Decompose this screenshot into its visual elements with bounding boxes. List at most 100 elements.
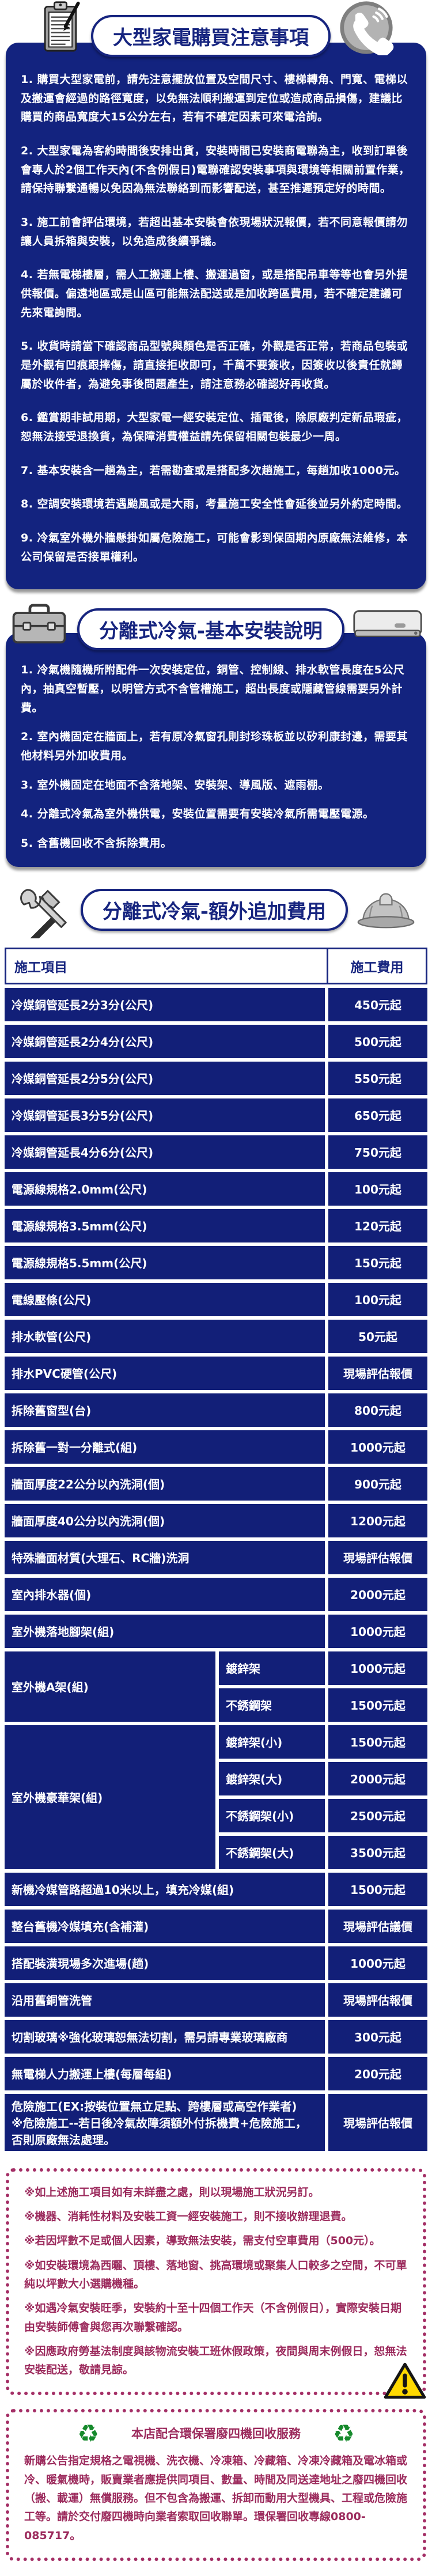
fee-item-cell: 鍍鋅架(小) <box>219 1725 325 1759</box>
extra-fees-title-pill: 分離式冷氣-額外追加費用 <box>80 889 348 931</box>
fee-item-cell: 牆面厚度22公分以內洗洞(個) <box>5 1467 325 1501</box>
fee-table-subrow: 鍍鋅架 1000元起 <box>219 1651 427 1685</box>
recycle-title: 本店配合環保署廢四機回收服務 <box>131 2426 301 2441</box>
recycle-title-row: ♻ 本店配合環保署廢四機回收服務 ♻ <box>24 2422 408 2446</box>
fee-price-cell: 100元起 <box>328 1172 427 1206</box>
fee-price-cell: 50元起 <box>328 1319 427 1353</box>
fee-group-label: 室外機豪華架(組) <box>5 1725 215 1869</box>
fees-table: 施工項目 施工費用 冷媒銅管延長2分3分(公尺) 450元起 冷媒銅管延長2分4分(… <box>5 947 427 2151</box>
basic-install-box: 1. 冷氣機隨機所附配件一次安裝定位，銅管、控制線、排水軟管長度在5公尺內，抽真… <box>6 633 426 867</box>
fee-price-cell: 550元起 <box>328 1061 427 1095</box>
phone-icon <box>339 0 394 56</box>
basic-install-title-pill: 分離式冷氣-基本安裝說明 <box>77 608 345 650</box>
fee-price-cell: 1000元起 <box>328 1614 427 1648</box>
installation-note: ※若因坪數不足或個人因素，導致無法安裝，需支付空車費用（500元）。 <box>24 2234 381 2248</box>
fee-price-cell: 300元起 <box>328 2020 427 2054</box>
fee-item-cell: 電源線規格2.0mm(公尺) <box>5 1172 325 1206</box>
purchase-notice-item: 3. 施工前會評估環境，若超出基本安裝會依現場狀況報價，若不同意報價請勿讓人員拆… <box>21 216 408 248</box>
fee-price-cell: 120元起 <box>328 1209 427 1242</box>
fee-item-cell: 不銹鋼架(小) <box>219 1798 325 1832</box>
fee-item-cell: 排水軟管(公尺) <box>5 1319 325 1353</box>
fee-price-cell: 900元起 <box>328 1467 427 1501</box>
fees-table-header-fee: 施工費用 <box>327 949 426 983</box>
extra-fees-section: 分離式冷氣-額外追加費用 施工項目 施工費用 冷媒銅管延長2分3分(公尺) 450… <box>0 882 432 2151</box>
installation-notes-box: ※如上述施工項目如有未詳盡之處，則以現場施工狀況另訂。 ※機器、消耗性材料及安裝工… <box>6 2168 426 2399</box>
fee-table-row: 冷媒銅管延長2分4分(公尺) 500元起 <box>5 1024 427 1058</box>
fee-table-row: 冷媒銅管延長2分5分(公尺) 550元起 <box>5 1061 427 1095</box>
fee-item-cell: 搭配裝潢現場多次進場(趟) <box>5 1946 325 1980</box>
fee-table-row: 牆面厚度22公分以內洗洞(個) 900元起 <box>5 1467 427 1501</box>
fee-table-row: 室內排水器(個) 2000元起 <box>5 1577 427 1611</box>
fee-table-row: 特殊牆面材質(大理石、RC牆)洗洞 現場評估報價 <box>5 1540 427 1574</box>
installation-note: ※如遇冷氣安裝旺季，安裝約十至十四個工作天（不含例假日），實際安裝日期由安裝師傅… <box>24 2302 401 2333</box>
purchase-notice-item: 9. 冷氣室外機外牆懸掛如屬危險施工，可能會影到保固期內原廠無法維修，本公司保留… <box>21 532 408 563</box>
fee-item-cell: 無電梯人力搬運上樓(每層每組) <box>5 2056 325 2090</box>
fee-price-cell: 現場評估議價 <box>328 1909 427 1943</box>
recycle-icon: ♻ <box>333 2419 355 2448</box>
fee-item-cell: 鍍鋅架 <box>219 1651 325 1685</box>
fee-price-cell: 2500元起 <box>328 1798 427 1832</box>
fee-table-row: 整台舊機冷媒填充(含補灌) 現場評估議價 <box>5 1909 427 1943</box>
fee-item-cell: 冷媒銅管延長2分5分(公尺) <box>5 1061 325 1095</box>
fee-price-cell: 1500元起 <box>328 1725 427 1759</box>
purchase-notice-section: 大型家電購買注意事項 1. 購買大型家電前，請先注意擺放位置及空間尺寸、樓梯轉角… <box>0 1 432 590</box>
fee-table-row: 新機冷媒管路超過10米以上，填充冷媒(組) 1500元起 <box>5 1872 427 1906</box>
fee-price-cell: 200元起 <box>328 2056 427 2090</box>
fee-item-cell: 不銹鋼架(大) <box>219 1835 325 1869</box>
fee-item-cell: 牆面厚度40公分以內洗洞(個) <box>5 1503 325 1537</box>
fee-table-row: 電源線規格5.5mm(公尺) 150元起 <box>5 1245 427 1279</box>
fee-price-cell: 1500元起 <box>328 1688 427 1722</box>
fee-price-cell: 現場評估報價 <box>328 1356 427 1390</box>
fee-item-cell: 室內排水器(個) <box>5 1577 325 1611</box>
basic-install-header: 分離式冷氣-基本安裝說明 <box>0 604 432 654</box>
fee-table-row: 拆除舊窗型(台) 800元起 <box>5 1393 427 1427</box>
installation-note: ※如上述施工項目如有未詳盡之處，則以現場施工狀況另訂。 <box>24 2185 320 2199</box>
ac-unit-icon <box>353 608 423 643</box>
fee-table-row: 危險施工(EX:按裝位置無立足點、跨樓層或高空作業者) ※危險施工--若日後冷氣… <box>5 2093 427 2151</box>
fee-item-cell: 排水PVC硬管(公尺) <box>5 1356 325 1390</box>
purchase-notice-item: 8. 空調安裝環境若遇颱風或是大雨，考量施工安全性會延後並另外約定時間。 <box>21 498 408 511</box>
installation-note: ※如安裝環境為西曬、頂樓、落地窗、挑高環境或聚集人口較多之空間，不可單純以坪數大… <box>24 2259 407 2290</box>
purchase-notice-item: 5. 收貨時請當下確認商品型號與顏色是否正確，外觀是否正常，若商品包裝或是外觀有… <box>21 340 408 391</box>
purchase-notice-header: 大型家電購買注意事項 <box>0 1 432 63</box>
fee-table-row: 室外機落地腳架(組) 1000元起 <box>5 1614 427 1648</box>
fee-item-cell: 切割玻璃※強化玻璃恕無法切割，需另請專業玻璃廠商 <box>5 2020 325 2054</box>
fee-price-cell: 2000元起 <box>328 1577 427 1611</box>
purchase-notice-item: 1. 購買大型家電前，請先注意擺放位置及空間尺寸、樓梯轉角、門寬、電梯以及搬運會… <box>21 73 408 124</box>
page-bottom-padding <box>0 2561 432 2576</box>
fee-table-row: 切割玻璃※強化玻璃恕無法切割，需另請專業玻璃廠商 300元起 <box>5 2020 427 2054</box>
fees-table-header-item: 施工項目 <box>14 960 67 975</box>
fee-item-cell: 危險施工(EX:按裝位置無立足點、跨樓層或高空作業者) ※危險施工--若日後冷氣… <box>5 2093 325 2151</box>
fee-price-cell: 750元起 <box>328 1135 427 1169</box>
basic-install-section: 分離式冷氣-基本安裝說明 1. 冷氣機隨機所附配件一次安裝定位，銅管、控制線、排… <box>0 604 432 867</box>
fee-table-row: 排水PVC硬管(公尺) 現場評估報價 <box>5 1356 427 1390</box>
fee-price-cell: 1200元起 <box>328 1503 427 1537</box>
fee-price-cell: 3500元起 <box>328 1835 427 1869</box>
fee-price-cell: 500元起 <box>328 1024 427 1058</box>
fee-table-row: 搭配裝潢現場多次進場(趟) 1000元起 <box>5 1946 427 1980</box>
recycle-service-box: ♻ 本店配合環保署廢四機回收服務 ♻ 新購公告指定規格之電視機、洗衣機、冷凍箱、… <box>6 2409 426 2561</box>
fee-item-cell: 電源線規格5.5mm(公尺) <box>5 1245 325 1279</box>
basic-install-item: 5. 含舊機回收不含拆除費用。 <box>21 837 172 850</box>
fee-table-row: 電源線規格3.5mm(公尺) 120元起 <box>5 1209 427 1242</box>
fee-group-label: 室外機A架(組) <box>5 1651 215 1722</box>
fee-item-cell: 特殊牆面材質(大理石、RC牆)洗洞 <box>5 1540 325 1574</box>
fee-table-row: 沿用舊銅管洗管 現場評估報價 <box>5 1983 427 2017</box>
fee-price-cell: 現場評估報價 <box>328 1983 427 2017</box>
installation-note: ※因應政府勞基法制度與該物流安裝工班休假政策，夜間與周末例假日，恕無法安裝配送，… <box>24 2344 407 2377</box>
fee-item-cell: 沿用舊銅管洗管 <box>5 1983 325 2017</box>
fee-table-subrow: 不銹鋼架(大) 3500元起 <box>219 1835 427 1869</box>
fee-group-subrows: 鍍鋅架(小) 1500元起 鍍鋅架(大) 2000元起 不銹鋼架(小) 2500元起 不銹鋼… <box>219 1725 427 1869</box>
fee-table-subrow: 不銹鋼架(小) 2500元起 <box>219 1798 427 1832</box>
recycle-icon: ♻ <box>77 2419 99 2448</box>
fee-table-subrow: 鍍鋅架(大) 2000元起 <box>219 1761 427 1795</box>
purchase-notice-item: 7. 基本安裝含一趟為主，若需勘查或是搭配多次趟施工，每趟加收1000元。 <box>21 464 406 477</box>
clipboard-pen-icon <box>38 0 83 54</box>
toolbox-icon <box>9 598 69 648</box>
basic-install-title: 分離式冷氣-基本安裝說明 <box>98 619 323 643</box>
basic-install-item: 1. 冷氣機隨機所附配件一次安裝定位，銅管、控制線、排水軟管長度在5公尺內，抽真… <box>21 664 405 714</box>
fee-price-cell: 800元起 <box>328 1393 427 1427</box>
fee-price-cell: 450元起 <box>328 987 427 1021</box>
fee-price-cell: 1000元起 <box>328 1946 427 1980</box>
